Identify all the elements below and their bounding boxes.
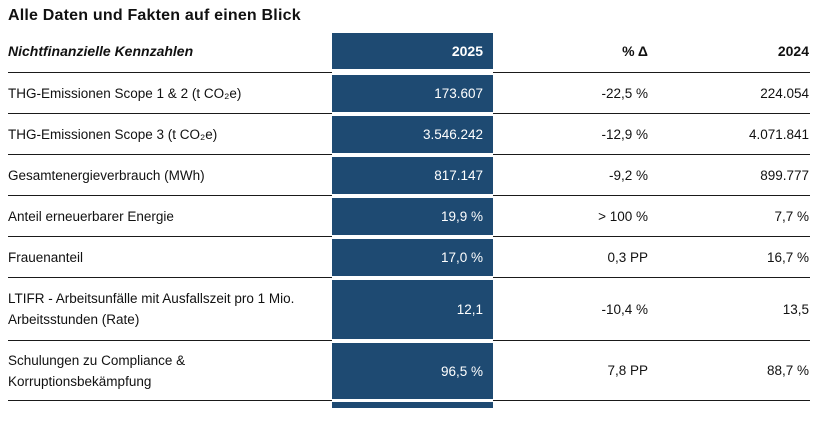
value-2024: 899.777 — [650, 155, 810, 196]
table-header-row: Nichtfinanzielle Kennzahlen 2025 % Δ 202… — [8, 30, 810, 73]
kpi-label: Schulungen zu Compliance & Korruptionsbe… — [8, 341, 332, 401]
value-2024: 16,7 % — [650, 237, 810, 278]
value-2025: 817.147 — [332, 157, 493, 194]
value-delta: -9,2 % — [493, 155, 650, 196]
header-delta: % Δ — [493, 30, 650, 73]
table-row-ltifr: LTIFR - Arbeitsunfälle mit Ausfallszeit … — [8, 278, 810, 341]
value-2025: 96,5 % — [332, 343, 493, 399]
value-2024: 4.071.841 — [650, 114, 810, 155]
value-delta: 7,8 PP — [493, 341, 650, 401]
value-2025: 12,1 — [332, 280, 493, 339]
stub-spacer-right — [650, 401, 810, 408]
table-row-erneuerbar: Anteil erneuerbarer Energie 19,9 % > 100… — [8, 196, 810, 237]
kpi-label: THG-Emissionen Scope 3 (t CO₂e) — [8, 114, 332, 155]
header-2024: 2024 — [650, 30, 810, 73]
kpi-label: LTIFR - Arbeitsunfälle mit Ausfallszeit … — [8, 278, 332, 341]
table-row-schulungen: Schulungen zu Compliance & Korruptionsbe… — [8, 341, 810, 401]
kpi-label: THG-Emissionen Scope 1 & 2 (t CO₂e) — [8, 73, 332, 114]
value-delta: -10,4 % — [493, 278, 650, 341]
stub-spacer-delta — [493, 401, 650, 408]
value-2024: 13,5 — [650, 278, 810, 341]
value-2025: 19,9 % — [332, 198, 493, 235]
header-2025: 2025 — [332, 33, 493, 69]
table-row-scope3: THG-Emissionen Scope 3 (t CO₂e) 3.546.24… — [8, 114, 810, 155]
header-kennzahlen: Nichtfinanzielle Kennzahlen — [8, 30, 332, 73]
value-2025: 173.607 — [332, 75, 493, 112]
table-row-frauenanteil: Frauenanteil 17,0 % 0,3 PP 16,7 % — [8, 237, 810, 278]
table-row-scope12: THG-Emissionen Scope 1 & 2 (t CO₂e) 173.… — [8, 73, 810, 114]
value-2024: 7,7 % — [650, 196, 810, 237]
kpi-table: Nichtfinanzielle Kennzahlen 2025 % Δ 202… — [8, 30, 810, 408]
value-2025: 17,0 % — [332, 239, 493, 276]
stub-spacer-left — [8, 401, 332, 408]
table-row-energie: Gesamtenergieverbrauch (MWh) 817.147 -9,… — [8, 155, 810, 196]
value-2024: 88,7 % — [650, 341, 810, 401]
value-2025: 3.546.242 — [332, 116, 493, 153]
kpi-label: Frauenanteil — [8, 237, 332, 278]
value-2024: 224.054 — [650, 73, 810, 114]
table-row-cutoff-stub — [8, 401, 810, 408]
stub-blue-column — [332, 402, 493, 408]
value-delta: -12,9 % — [493, 114, 650, 155]
page-title: Alle Daten und Fakten auf einen Blick — [8, 7, 301, 24]
kpi-label: Anteil erneuerbarer Energie — [8, 196, 332, 237]
value-delta: 0,3 PP — [493, 237, 650, 278]
kpi-label: Gesamtenergieverbrauch (MWh) — [8, 155, 332, 196]
value-delta: > 100 % — [493, 196, 650, 237]
value-delta: -22,5 % — [493, 73, 650, 114]
